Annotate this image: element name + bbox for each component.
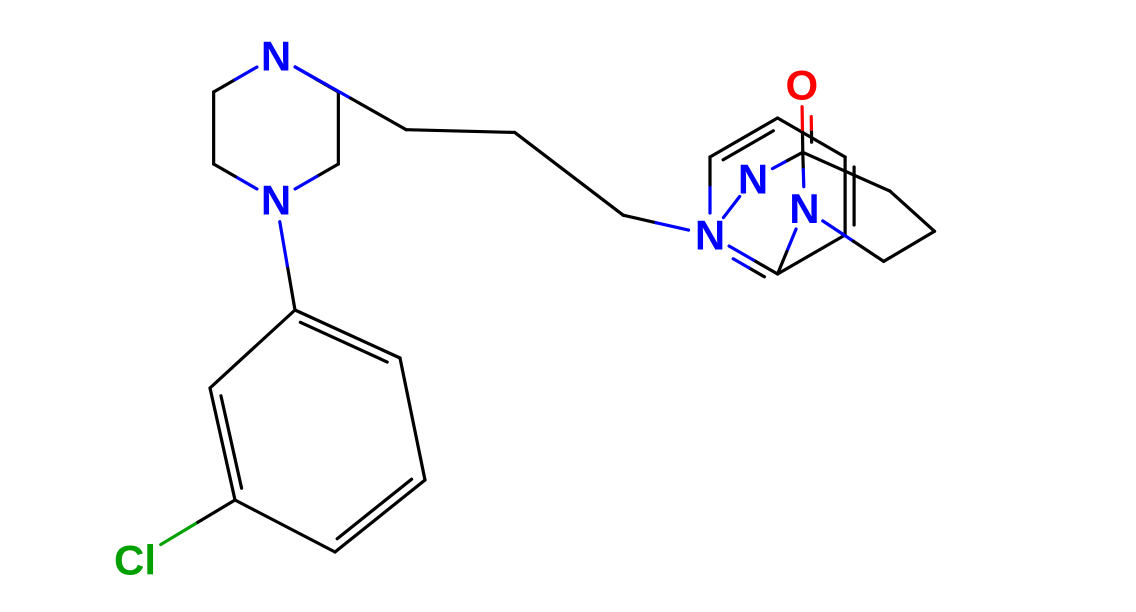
bond	[803, 152, 804, 169]
atom-label-n: N	[738, 156, 768, 203]
bond	[351, 98, 407, 129]
atom-label-n: N	[261, 177, 291, 224]
atom-label-n: N	[261, 33, 291, 80]
molecule-svg: ClNNNNNO	[0, 0, 1136, 612]
bond	[221, 396, 242, 488]
bond	[656, 223, 689, 230]
bond	[317, 164, 339, 177]
bond	[787, 229, 796, 251]
bond	[214, 164, 236, 177]
bond	[295, 67, 351, 98]
atom-label-o: O	[785, 61, 818, 108]
bond	[295, 310, 400, 358]
bond	[287, 266, 295, 310]
bond	[214, 80, 236, 93]
bond	[803, 170, 804, 187]
bond	[198, 500, 235, 522]
bond	[772, 160, 787, 168]
atom-label-cl: Cl	[114, 537, 156, 584]
bond	[300, 322, 387, 362]
atom-label-n: N	[789, 185, 819, 232]
bond	[884, 231, 935, 261]
bond	[853, 241, 883, 261]
bond	[890, 191, 934, 231]
atom-label-n: N	[695, 212, 725, 259]
bond	[295, 177, 317, 190]
bond	[749, 268, 765, 277]
bond	[235, 67, 257, 80]
bond	[400, 358, 425, 480]
bond	[710, 118, 778, 157]
bond	[337, 479, 411, 539]
bond	[235, 500, 335, 552]
bond	[210, 310, 295, 388]
bond	[733, 259, 749, 268]
bond	[406, 130, 515, 133]
bond	[623, 215, 656, 222]
bond	[161, 522, 198, 544]
bond	[235, 177, 257, 190]
bond	[778, 235, 846, 274]
bond	[515, 132, 624, 215]
bond	[335, 480, 425, 552]
bond	[280, 222, 288, 266]
bond	[788, 152, 803, 160]
